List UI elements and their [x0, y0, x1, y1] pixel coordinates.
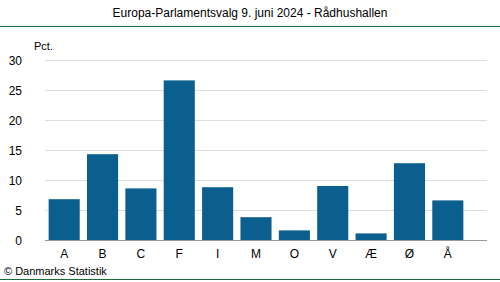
bars	[49, 80, 464, 240]
bar	[49, 199, 80, 240]
y-tick-label: 0	[15, 234, 22, 248]
title: Europa-Parlamentsvalg 9. juni 2024 - Råd…	[113, 6, 388, 20]
grid	[45, 61, 487, 241]
grid-line	[45, 240, 487, 241]
bar	[356, 233, 387, 240]
y-tick-label: 10	[9, 174, 23, 188]
bar	[279, 230, 310, 240]
grid-line	[45, 90, 487, 91]
x-tick-label: B	[99, 247, 107, 261]
bar	[240, 217, 271, 240]
x-tick-label: V	[329, 247, 337, 261]
y-axis-label: Pct.	[34, 40, 53, 52]
chart-svg: Europa-Parlamentsvalg 9. juni 2024 - Råd…	[0, 0, 500, 282]
x-tick-label: C	[137, 247, 146, 261]
bar	[87, 154, 118, 240]
bar	[202, 187, 233, 240]
y-tick-label: 15	[9, 144, 23, 158]
grid-line	[45, 120, 487, 121]
x-tick-label: Æ	[365, 247, 377, 261]
bar	[394, 163, 425, 240]
bar	[432, 200, 463, 240]
source-note: © Danmarks Statistik	[4, 265, 107, 277]
grid-line	[45, 150, 487, 151]
bottom-rule	[0, 279, 500, 280]
y-tick-label: 5	[15, 204, 22, 218]
x-tick-label: A	[60, 247, 68, 261]
y-tick-label: 30	[9, 54, 23, 68]
x-tick-label: Å	[444, 246, 452, 261]
title-rule	[0, 26, 500, 27]
x-axis-line	[45, 240, 487, 241]
bar	[317, 186, 348, 240]
x-tick-label: I	[216, 247, 219, 261]
y-tick-label: 20	[9, 114, 23, 128]
y-tick-label: 25	[9, 84, 23, 98]
x-tick-label: Ø	[405, 247, 414, 261]
x-tick-label: M	[251, 247, 261, 261]
grid-line	[45, 60, 487, 61]
bar	[164, 80, 195, 240]
chart-container: Europa-Parlamentsvalg 9. juni 2024 - Råd…	[0, 0, 500, 282]
x-tick-label: O	[290, 247, 299, 261]
bar	[125, 188, 156, 240]
x-tick-label: F	[176, 247, 183, 261]
